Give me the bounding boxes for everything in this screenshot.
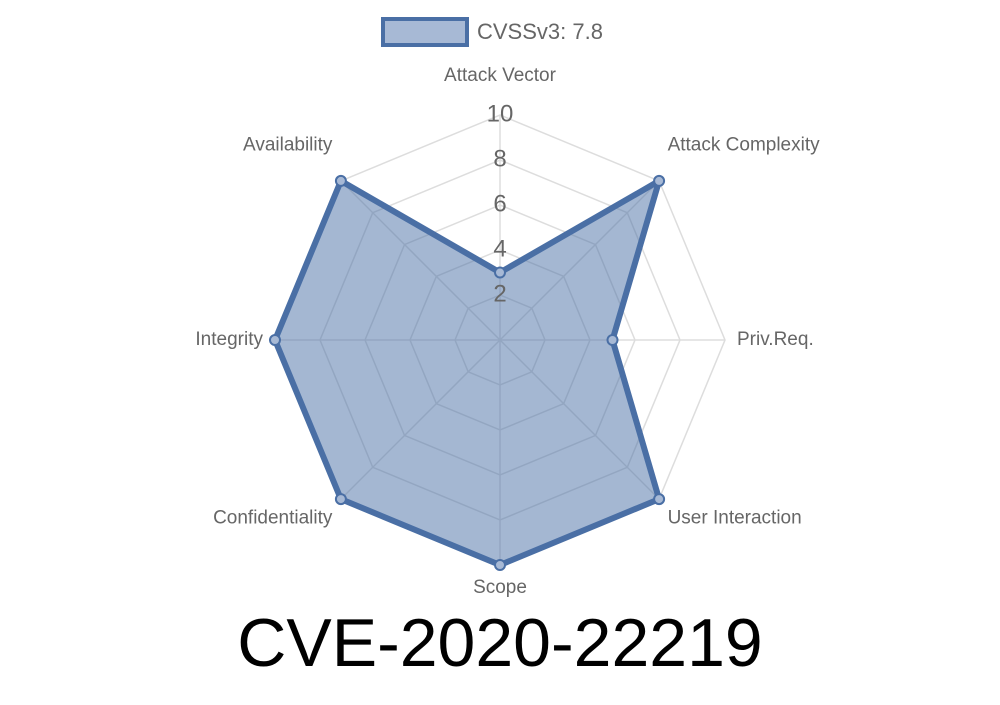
axis-label: Integrity (195, 329, 263, 350)
axis-label: Confidentiality (213, 508, 333, 529)
radar-point (494, 266, 506, 279)
axis-label: Attack Complexity (668, 134, 821, 155)
r-tick-label: 8 (493, 145, 506, 172)
axis-label: Priv.Req. (737, 329, 814, 350)
radar-point (269, 334, 281, 346)
radar-point (653, 174, 666, 187)
chart-title: CVE-2020-22219 (237, 605, 762, 681)
axis-label: Scope (473, 577, 527, 598)
radar-area (272, 177, 663, 568)
r-tick-label: 10 (487, 100, 514, 127)
r-tick-label: 4 (493, 235, 506, 262)
legend-swatch (381, 17, 469, 47)
axis-label: Availability (243, 134, 333, 155)
radar-point (494, 559, 506, 571)
radar-point (334, 174, 347, 187)
axis-label: User Interaction (668, 508, 802, 529)
axis-label: Attack Vector (444, 65, 557, 86)
r-tick-label: 2 (493, 280, 506, 307)
r-tick-label: 6 (493, 190, 506, 217)
radar-point (606, 334, 619, 346)
legend-label: CVSSv3: 7.8 (477, 19, 603, 44)
radar-point (334, 493, 347, 506)
radar-point (653, 493, 666, 506)
